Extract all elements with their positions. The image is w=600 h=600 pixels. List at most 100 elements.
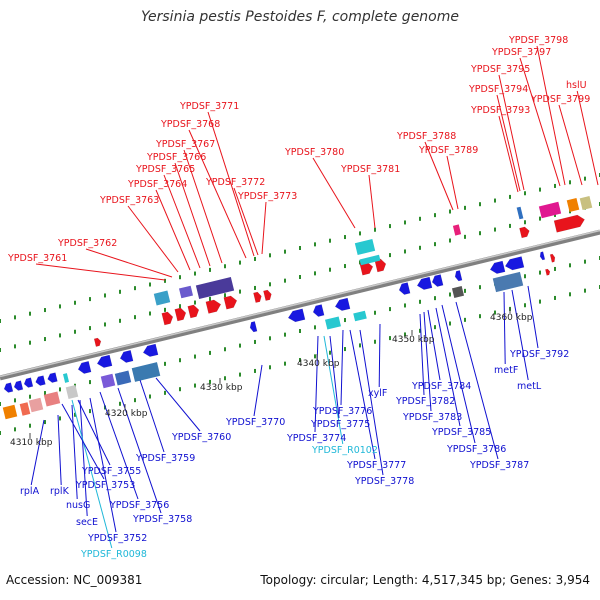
gene-labels: YPDSF_3761 YPDSF_3762 YPDSF_3763 YPDSF_3764… — [7, 35, 590, 560]
gene-label[interactable]: metF — [494, 365, 518, 376]
gene-arrow — [3, 382, 14, 393]
gene-label[interactable]: YPDSF_3783 — [402, 412, 462, 423]
gene-label[interactable]: YPDSF_3778 — [354, 476, 414, 487]
gene-label[interactable]: YPDSF_R0102 — [311, 445, 378, 456]
gene-label[interactable]: YPDSF_3763 — [99, 195, 159, 206]
grid-dot — [14, 315, 16, 320]
gene-label[interactable]: YPDSF_3758 — [132, 514, 192, 525]
gene-label[interactable]: YPDSF_3761 — [7, 253, 67, 264]
label-leader — [446, 155, 459, 210]
gene-label[interactable]: YPDSF_3762 — [57, 238, 117, 249]
gene-label[interactable]: YPDSF_3776 — [312, 406, 372, 417]
gene-label[interactable]: YPDSF_3756 — [109, 500, 169, 511]
label-leader — [312, 157, 356, 229]
gene-label[interactable]: YPDSF_3781 — [340, 164, 400, 175]
grid-dot — [104, 322, 106, 327]
gene-label[interactable]: YPDSF_3755 — [81, 466, 141, 477]
grid-dot — [509, 223, 511, 228]
label-leader — [323, 335, 344, 445]
gene-label[interactable]: YPDSF_3766 — [146, 152, 206, 163]
gene-label[interactable]: YPDSF_3775 — [310, 419, 370, 430]
grid-dot — [59, 416, 61, 421]
grid-dot — [254, 368, 256, 373]
gene-label[interactable]: YPDSF_R0098 — [80, 549, 147, 560]
gene-label[interactable]: YPDSF_3772 — [205, 177, 265, 188]
gene-label[interactable]: YPDSF_3753 — [75, 480, 135, 491]
gene-label[interactable]: YPDSF_3768 — [160, 119, 220, 130]
grid-dot — [209, 379, 211, 384]
label-leader — [519, 57, 561, 187]
gene-label[interactable]: YPDSF_3798 — [508, 35, 568, 46]
gene-label[interactable]: YPDSF_3752 — [87, 533, 147, 544]
label-leader — [261, 201, 267, 255]
gene-label[interactable]: YPDSF_3786 — [446, 444, 506, 455]
gene-label[interactable]: YPDSF_3785 — [431, 427, 491, 438]
gene-label[interactable]: nusG — [66, 500, 90, 511]
gene-label[interactable]: YPDSF_3793 — [470, 105, 530, 116]
grid-dot — [239, 372, 241, 377]
gene-label[interactable]: YPDSF_3787 — [469, 460, 529, 471]
position-ticks: 4310 kbp 4320 kbp 4330 kbp 4340 kbp 4350 kbp… — [10, 308, 533, 448]
grid-dot — [89, 409, 91, 414]
gene-label[interactable]: YPDSF_3774 — [286, 433, 346, 444]
grid-dot — [359, 343, 361, 348]
gene-block — [195, 276, 235, 300]
label-leader — [163, 174, 201, 269]
grid-dot — [374, 310, 376, 315]
label-leader — [127, 205, 179, 273]
gene-label[interactable]: YPDSF_3760 — [171, 432, 231, 443]
grid-dot — [314, 325, 316, 330]
gene-label[interactable]: hslU — [566, 80, 587, 91]
gene-label[interactable]: xylF — [368, 388, 387, 399]
label-leader — [435, 307, 461, 427]
grid-dot — [539, 216, 541, 221]
gene-block — [19, 402, 31, 416]
gene-label[interactable]: metL — [517, 381, 542, 392]
gene-label[interactable]: YPDSF_3765 — [135, 164, 195, 175]
gene-label[interactable]: YPDSF_3792 — [509, 349, 569, 360]
grid-dot — [89, 297, 91, 302]
gene-label[interactable]: YPDSF_3794 — [468, 84, 528, 95]
gene-label[interactable]: YPDSF_3780 — [284, 147, 344, 158]
gene-label[interactable]: secE — [76, 517, 98, 528]
grid-dot — [254, 285, 256, 290]
grid-dot — [134, 286, 136, 291]
grid-dot — [74, 329, 76, 334]
gene-label[interactable]: YPDSF_3770 — [225, 417, 285, 428]
gene-label[interactable]: YPDSF_3782 — [395, 396, 455, 407]
gene-arrow — [334, 297, 351, 311]
gene-label[interactable]: YPDSF_3771 — [179, 101, 239, 112]
grid-dot — [224, 347, 226, 352]
gene-label[interactable]: YPDSF_3767 — [155, 139, 215, 150]
gene-label[interactable]: YPDSF_3773 — [237, 191, 297, 202]
map-title: Yersinia pestis Pestoides F, complete ge… — [141, 9, 459, 25]
gene-arrow — [93, 337, 102, 347]
grid-dot — [149, 394, 151, 399]
grid-dot — [59, 387, 61, 392]
gene-label[interactable]: rplK — [50, 486, 70, 497]
label-leader — [99, 391, 139, 500]
grid-dot — [419, 299, 421, 304]
grid-dot — [284, 332, 286, 337]
gene-label[interactable]: YPDSF_3795 — [470, 64, 530, 75]
gene-label[interactable]: YPDSF_3799 — [530, 94, 590, 105]
gene-label[interactable]: YPDSF_3777 — [346, 460, 406, 471]
gene-label[interactable]: YPDSF_3764 — [127, 179, 187, 190]
label-leader — [576, 90, 599, 186]
gene-block — [131, 362, 161, 382]
grid-dot — [239, 289, 241, 294]
gene-label[interactable]: YPDSF_3789 — [418, 145, 478, 156]
gene-arrow — [549, 253, 556, 263]
gene-block — [65, 384, 79, 400]
gene-arrow — [119, 349, 134, 363]
gene-arrow — [539, 251, 546, 261]
gene-label[interactable]: YPDSF_3788 — [396, 131, 456, 142]
label-leader — [77, 399, 111, 466]
gene-arrow — [249, 321, 258, 333]
gene-label[interactable]: YPDSF_3797 — [491, 47, 551, 58]
gene-label[interactable]: YPDSF_3784 — [411, 381, 471, 392]
gene-label[interactable]: rplA — [20, 486, 40, 497]
gene-label[interactable]: YPDSF_3759 — [135, 453, 195, 464]
gene-block — [28, 397, 44, 413]
